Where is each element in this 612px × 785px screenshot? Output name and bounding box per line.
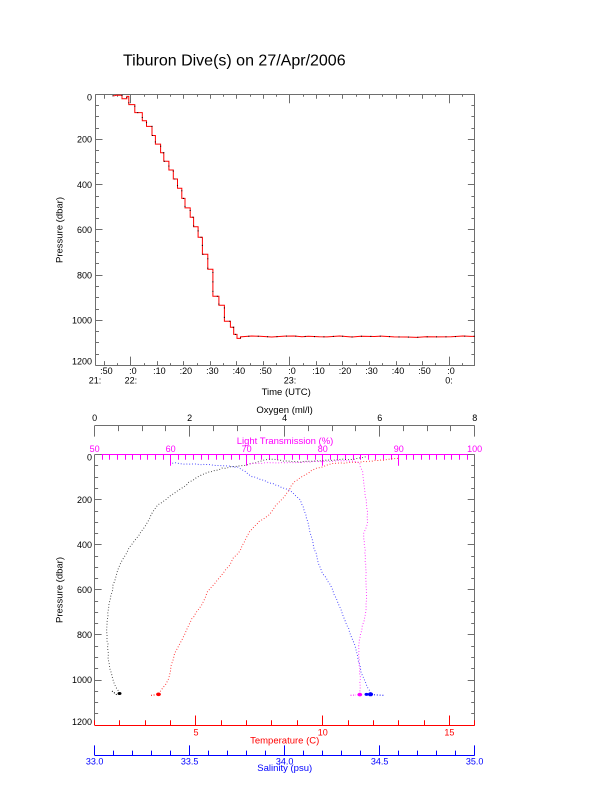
svg-text:Temperature (C): Temperature (C): [250, 735, 319, 746]
svg-text::0: :0: [447, 366, 455, 376]
svg-text:8: 8: [472, 413, 477, 423]
svg-text::10: :10: [153, 366, 166, 376]
svg-text:400: 400: [77, 540, 92, 550]
svg-text:90: 90: [394, 444, 404, 454]
svg-text:22:: 22:: [125, 375, 138, 385]
svg-text:60: 60: [166, 444, 176, 454]
svg-text::30: :30: [365, 366, 378, 376]
svg-text::10: :10: [312, 366, 325, 376]
svg-text:Pressure (dbar): Pressure (dbar): [55, 557, 66, 623]
svg-text::0: :0: [288, 366, 296, 376]
svg-text:0: 0: [87, 453, 92, 463]
svg-text:1200: 1200: [72, 717, 92, 727]
svg-text:21:: 21:: [89, 375, 102, 385]
svg-text:Tiburon Dive(s) on 27/Apr/2006: Tiburon Dive(s) on 27/Apr/2006: [123, 52, 346, 69]
svg-text:1000: 1000: [72, 316, 92, 326]
svg-text:200: 200: [77, 135, 92, 145]
svg-text:33.5: 33.5: [181, 757, 199, 767]
svg-text:0:: 0:: [445, 375, 453, 385]
svg-text:34.0: 34.0: [276, 757, 294, 767]
svg-text:1200: 1200: [72, 356, 92, 366]
svg-text:6: 6: [377, 413, 382, 423]
svg-text:1000: 1000: [72, 675, 92, 685]
svg-text:15: 15: [444, 728, 454, 738]
svg-text::50: :50: [100, 366, 113, 376]
svg-text::50: :50: [418, 366, 431, 376]
svg-text:23:: 23:: [284, 375, 297, 385]
svg-text:4: 4: [282, 413, 287, 423]
svg-text:2: 2: [187, 413, 192, 423]
svg-text:800: 800: [77, 270, 92, 280]
svg-text:600: 600: [77, 585, 92, 595]
svg-text::50: :50: [259, 366, 272, 376]
svg-text:35.0: 35.0: [466, 757, 484, 767]
svg-text:70: 70: [242, 444, 252, 454]
svg-text:600: 600: [77, 225, 92, 235]
svg-text:80: 80: [318, 444, 328, 454]
svg-text:34.5: 34.5: [371, 757, 389, 767]
svg-text::40: :40: [233, 366, 246, 376]
svg-text:100: 100: [467, 444, 482, 454]
svg-text:Salinity (psu): Salinity (psu): [257, 763, 312, 774]
svg-text:400: 400: [77, 180, 92, 190]
svg-text::40: :40: [392, 366, 405, 376]
svg-text:0: 0: [92, 413, 97, 423]
svg-text:Time (UTC): Time (UTC): [262, 387, 311, 398]
svg-text:800: 800: [77, 630, 92, 640]
svg-text:0: 0: [87, 93, 92, 103]
svg-text::0: :0: [129, 366, 137, 376]
svg-text:10: 10: [318, 728, 328, 738]
svg-text:5: 5: [193, 728, 198, 738]
svg-text:50: 50: [90, 444, 100, 454]
svg-text:200: 200: [77, 495, 92, 505]
svg-text::30: :30: [206, 366, 219, 376]
svg-text:33.0: 33.0: [86, 757, 104, 767]
svg-text:Pressure (dbar): Pressure (dbar): [55, 197, 66, 263]
svg-text::20: :20: [339, 366, 352, 376]
svg-text:Light Transmission (%): Light Transmission (%): [237, 436, 334, 447]
svg-text:Oxygen (ml/l): Oxygen (ml/l): [256, 405, 312, 416]
svg-text::20: :20: [180, 366, 193, 376]
